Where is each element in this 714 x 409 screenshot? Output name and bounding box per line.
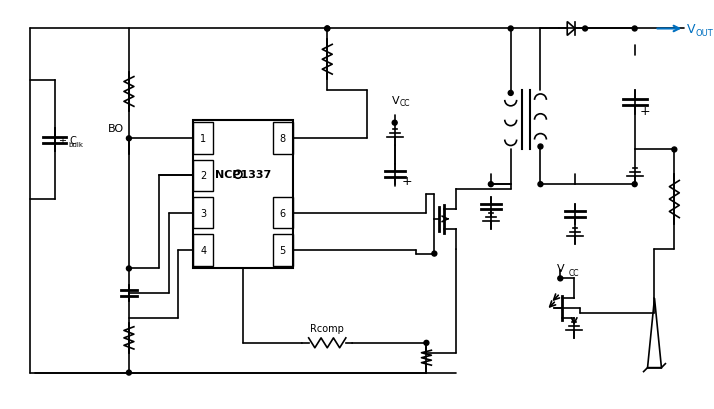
Polygon shape [567, 22, 575, 36]
Text: Rcomp: Rcomp [311, 323, 344, 333]
Text: CC: CC [400, 99, 410, 108]
Circle shape [488, 182, 493, 187]
Circle shape [126, 370, 131, 375]
Circle shape [126, 137, 131, 142]
Text: V: V [556, 264, 564, 274]
Text: 3: 3 [200, 208, 206, 218]
Circle shape [558, 276, 563, 281]
Text: +: + [640, 105, 650, 117]
Circle shape [392, 121, 397, 126]
Text: V: V [687, 23, 695, 36]
Text: bulk: bulk [69, 141, 84, 147]
Circle shape [632, 182, 637, 187]
Bar [193, 198, 213, 229]
Text: OUT: OUT [695, 29, 713, 38]
Circle shape [632, 27, 637, 32]
Text: BO: BO [108, 124, 124, 134]
Text: 5: 5 [279, 245, 286, 255]
Text: V: V [392, 96, 399, 106]
Circle shape [672, 148, 677, 153]
Bar [273, 198, 293, 229]
Bar [273, 234, 293, 266]
Circle shape [508, 27, 513, 32]
Text: NCP1337: NCP1337 [215, 170, 271, 180]
Bar [193, 234, 213, 266]
Text: 8: 8 [280, 134, 286, 144]
Circle shape [424, 341, 429, 346]
Text: 2: 2 [200, 171, 206, 181]
Circle shape [432, 252, 437, 256]
Circle shape [583, 27, 588, 32]
Text: 6: 6 [280, 208, 286, 218]
Circle shape [325, 27, 330, 32]
Circle shape [538, 182, 543, 187]
Circle shape [538, 145, 543, 150]
Circle shape [325, 27, 330, 32]
Circle shape [126, 266, 131, 271]
Text: 1: 1 [200, 134, 206, 144]
Polygon shape [648, 299, 661, 368]
Text: 4: 4 [200, 245, 206, 255]
Bar [193, 123, 213, 155]
Circle shape [508, 91, 513, 96]
Bar [193, 160, 213, 192]
Bar [193, 120, 293, 269]
Text: + C: + C [59, 135, 77, 145]
Bar [273, 123, 293, 155]
Text: CC: CC [568, 268, 579, 277]
Text: +: + [401, 174, 412, 187]
